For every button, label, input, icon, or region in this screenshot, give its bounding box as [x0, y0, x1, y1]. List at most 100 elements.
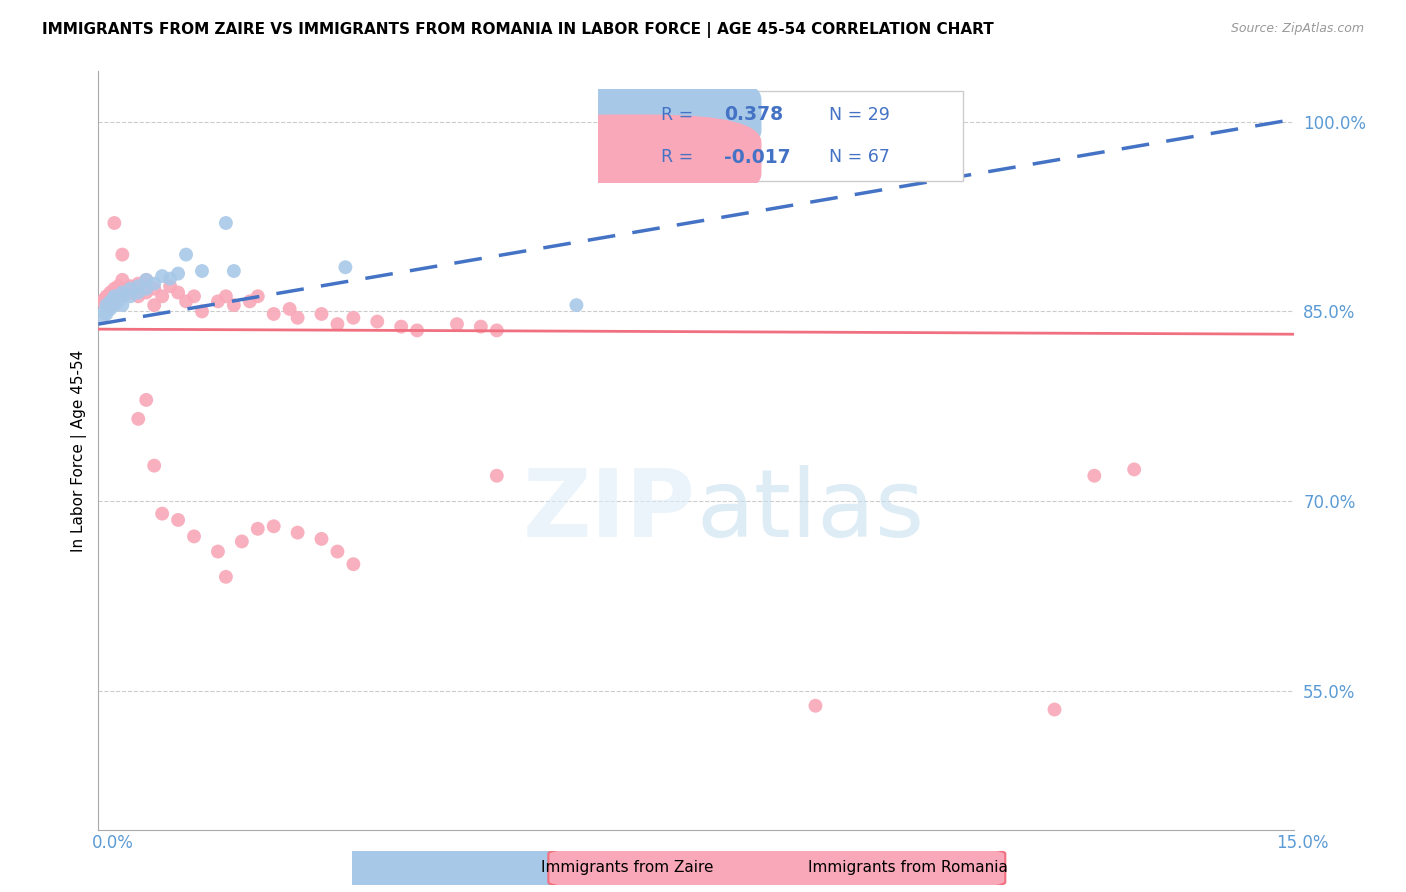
- Point: [135, 273, 157, 287]
- Point: [143, 298, 166, 312]
- Point: [1043, 702, 1066, 716]
- Point: [135, 282, 157, 296]
- Point: [167, 513, 190, 527]
- Point: [98, 294, 122, 309]
- Point: [107, 294, 129, 309]
- Point: [311, 532, 333, 546]
- Point: [326, 317, 349, 331]
- Point: [446, 317, 468, 331]
- Point: [215, 216, 238, 230]
- Point: [174, 247, 197, 261]
- Point: [103, 292, 125, 306]
- Point: [127, 285, 149, 300]
- Point: [111, 298, 134, 312]
- Point: [103, 289, 125, 303]
- Y-axis label: In Labor Force | Age 45-54: In Labor Force | Age 45-54: [72, 350, 87, 551]
- Point: [120, 289, 142, 303]
- FancyBboxPatch shape: [501, 114, 762, 202]
- Point: [335, 260, 357, 275]
- Point: [183, 529, 205, 543]
- Point: [143, 277, 166, 291]
- Point: [111, 289, 134, 303]
- Point: [103, 298, 125, 312]
- Point: [231, 534, 253, 549]
- Point: [127, 279, 149, 293]
- Point: [143, 458, 166, 473]
- Point: [191, 264, 214, 278]
- Point: [1083, 468, 1105, 483]
- Point: [183, 289, 205, 303]
- Point: [135, 273, 157, 287]
- Point: [96, 294, 118, 309]
- Point: [91, 294, 114, 309]
- Text: 15.0%: 15.0%: [1277, 834, 1329, 852]
- Text: N = 29: N = 29: [828, 106, 890, 124]
- Point: [96, 307, 118, 321]
- Point: [103, 292, 125, 306]
- Point: [222, 264, 245, 278]
- Point: [485, 468, 508, 483]
- Point: [565, 298, 588, 312]
- Point: [246, 522, 269, 536]
- Point: [1123, 462, 1146, 476]
- Text: R =: R =: [661, 106, 699, 124]
- Point: [91, 310, 114, 325]
- Point: [120, 282, 142, 296]
- Text: Immigrants from Romania: Immigrants from Romania: [808, 861, 1008, 875]
- FancyBboxPatch shape: [501, 71, 762, 159]
- Point: [159, 271, 181, 285]
- Point: [150, 507, 173, 521]
- Text: -0.017: -0.017: [724, 147, 790, 167]
- Text: 0.0%: 0.0%: [91, 834, 134, 852]
- Point: [167, 267, 190, 281]
- Point: [215, 570, 238, 584]
- Point: [127, 289, 149, 303]
- Point: [278, 301, 301, 316]
- Point: [94, 292, 117, 306]
- Point: [111, 273, 134, 287]
- Point: [287, 310, 309, 325]
- Point: [207, 294, 229, 309]
- Point: [239, 294, 262, 309]
- Point: [135, 285, 157, 300]
- Point: [111, 247, 134, 261]
- Point: [94, 304, 117, 318]
- Point: [127, 412, 149, 426]
- Point: [107, 279, 129, 293]
- Point: [246, 289, 269, 303]
- Point: [103, 216, 125, 230]
- Point: [174, 294, 197, 309]
- Text: R =: R =: [661, 148, 699, 166]
- Text: Source: ZipAtlas.com: Source: ZipAtlas.com: [1230, 22, 1364, 36]
- Text: atlas: atlas: [696, 465, 924, 558]
- Point: [207, 544, 229, 558]
- Text: Immigrants from Zaire: Immigrants from Zaire: [541, 861, 714, 875]
- Point: [804, 698, 827, 713]
- FancyBboxPatch shape: [602, 91, 963, 181]
- Text: IMMIGRANTS FROM ZAIRE VS IMMIGRANTS FROM ROMANIA IN LABOR FORCE | AGE 45-54 CORR: IMMIGRANTS FROM ZAIRE VS IMMIGRANTS FROM…: [42, 22, 994, 38]
- Point: [159, 279, 181, 293]
- Point: [222, 298, 245, 312]
- Point: [150, 289, 173, 303]
- Point: [103, 282, 125, 296]
- Point: [98, 285, 122, 300]
- FancyBboxPatch shape: [548, 844, 1005, 892]
- Text: ZIP: ZIP: [523, 465, 696, 558]
- Point: [150, 269, 173, 284]
- Point: [120, 279, 142, 293]
- Point: [167, 285, 190, 300]
- Point: [326, 544, 349, 558]
- Text: N = 67: N = 67: [828, 148, 890, 166]
- Point: [120, 282, 142, 296]
- Point: [96, 289, 118, 303]
- Point: [263, 307, 285, 321]
- Point: [98, 298, 122, 312]
- Point: [143, 282, 166, 296]
- Point: [96, 298, 118, 312]
- Point: [127, 277, 149, 291]
- Point: [103, 289, 125, 303]
- Point: [470, 319, 492, 334]
- Point: [98, 301, 122, 316]
- Point: [389, 319, 412, 334]
- Point: [111, 285, 134, 300]
